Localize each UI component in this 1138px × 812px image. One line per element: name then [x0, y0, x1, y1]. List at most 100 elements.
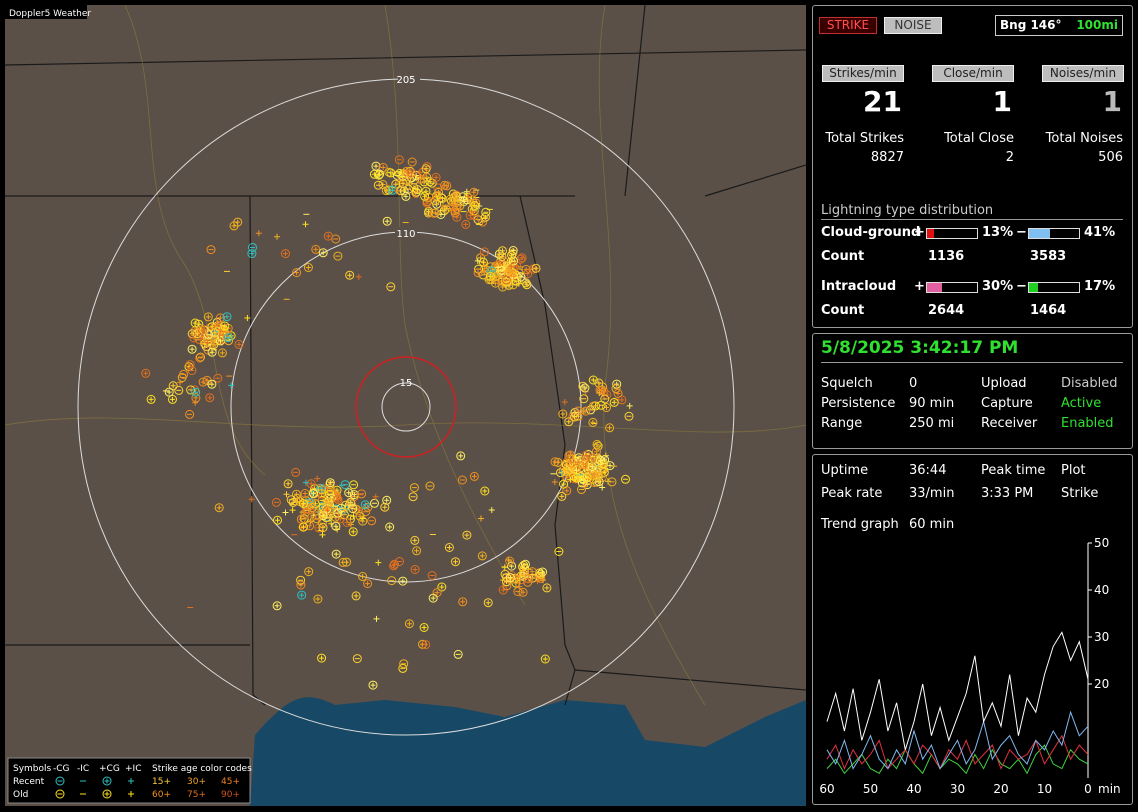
strike: [613, 389, 623, 398]
strike: [444, 543, 454, 552]
strike: [495, 264, 502, 271]
strike: [422, 162, 432, 172]
count-label: Count: [821, 303, 865, 318]
field: Plot: [1061, 463, 1086, 478]
strike: [483, 598, 493, 608]
strike: [473, 215, 483, 225]
bar: [927, 229, 934, 238]
strike: [600, 394, 610, 404]
count: 1136: [928, 249, 965, 264]
x-tick-label: 0: [1084, 782, 1092, 796]
strike: [282, 509, 289, 516]
strike: [308, 503, 318, 513]
rate-button[interactable]: Strikes/min: [822, 65, 904, 82]
strike: [488, 507, 495, 513]
strike: [621, 474, 631, 484]
strike: [531, 263, 541, 273]
state-borders: [5, 5, 806, 706]
range: 100mi: [1076, 18, 1118, 32]
strike: [587, 462, 597, 472]
strike: [203, 312, 213, 322]
legend-symbol: [55, 776, 65, 786]
map-title: Doppler5 Weather: [9, 9, 91, 19]
rate-value: 1: [1102, 85, 1122, 118]
bar-box: [926, 228, 978, 239]
strike: [485, 271, 495, 281]
strike: [582, 473, 592, 483]
strike: [609, 397, 619, 407]
legend-symbol: [128, 778, 134, 784]
strike: [580, 383, 590, 393]
strike: [333, 508, 343, 518]
bar-box: [1028, 282, 1080, 293]
strike: [473, 268, 483, 278]
strike: [177, 379, 183, 386]
field: Enabled: [1061, 416, 1114, 431]
strike: [407, 168, 417, 178]
strike: [394, 155, 404, 165]
strike: [407, 157, 417, 167]
field: Strike: [1061, 486, 1099, 501]
percent: 13%: [982, 225, 1014, 240]
strike: [292, 268, 302, 278]
strike: [523, 574, 533, 584]
ring-label: 205: [396, 75, 415, 86]
strike: [281, 249, 291, 259]
strike: [436, 193, 446, 203]
strike: [190, 318, 200, 328]
strike: [349, 480, 359, 490]
dist-title: Lightning type distribution: [821, 203, 994, 218]
strike: [164, 387, 174, 397]
strike: [368, 680, 378, 690]
total: 506: [1098, 150, 1123, 165]
strike: [516, 272, 526, 282]
label-bg: [395, 227, 417, 239]
field: 250 mi: [909, 416, 955, 431]
count: 3583: [1030, 249, 1067, 264]
strike: [398, 576, 408, 586]
strike: [283, 491, 290, 498]
strike: [624, 411, 634, 421]
strike: [299, 499, 309, 509]
strike: [477, 551, 487, 561]
strike: [456, 451, 466, 461]
strike: [317, 653, 327, 663]
legend-header: +CG: [99, 764, 120, 774]
x-tick-label: 30: [950, 782, 965, 796]
x-tick-label: 60: [819, 782, 834, 796]
strike: [296, 580, 306, 590]
strike: [205, 393, 215, 403]
type-label: Intracloud: [821, 279, 897, 294]
noise-button[interactable]: NOISE: [884, 17, 942, 34]
strike: [179, 369, 189, 379]
strike: [458, 597, 468, 607]
roads: [5, 5, 806, 706]
strike: [325, 478, 335, 488]
strike: [214, 503, 224, 513]
strike: [592, 439, 602, 449]
strike: [382, 216, 392, 226]
rate-button[interactable]: Noises/min: [1042, 65, 1124, 82]
strike: [306, 479, 316, 489]
strike: [228, 382, 235, 389]
legend-age: 15+: [152, 777, 171, 787]
strike: [596, 456, 606, 466]
strike: [599, 484, 606, 491]
strike: [556, 468, 566, 478]
total-label: Total Close: [944, 131, 1014, 146]
strike-button[interactable]: STRIKE: [819, 17, 877, 34]
gulf-water: [250, 697, 806, 806]
total: 2: [1005, 150, 1014, 165]
strike: [248, 496, 255, 503]
strike: [559, 479, 569, 489]
strikes: [141, 155, 634, 690]
strike: [185, 360, 195, 370]
strike: [273, 515, 283, 525]
strike: [564, 417, 574, 427]
percent: 30%: [982, 279, 1014, 294]
strike: [319, 531, 326, 538]
strike: [442, 181, 452, 191]
strike: [298, 522, 308, 532]
strike: [351, 591, 361, 601]
rate-button[interactable]: Close/min: [932, 65, 1014, 82]
